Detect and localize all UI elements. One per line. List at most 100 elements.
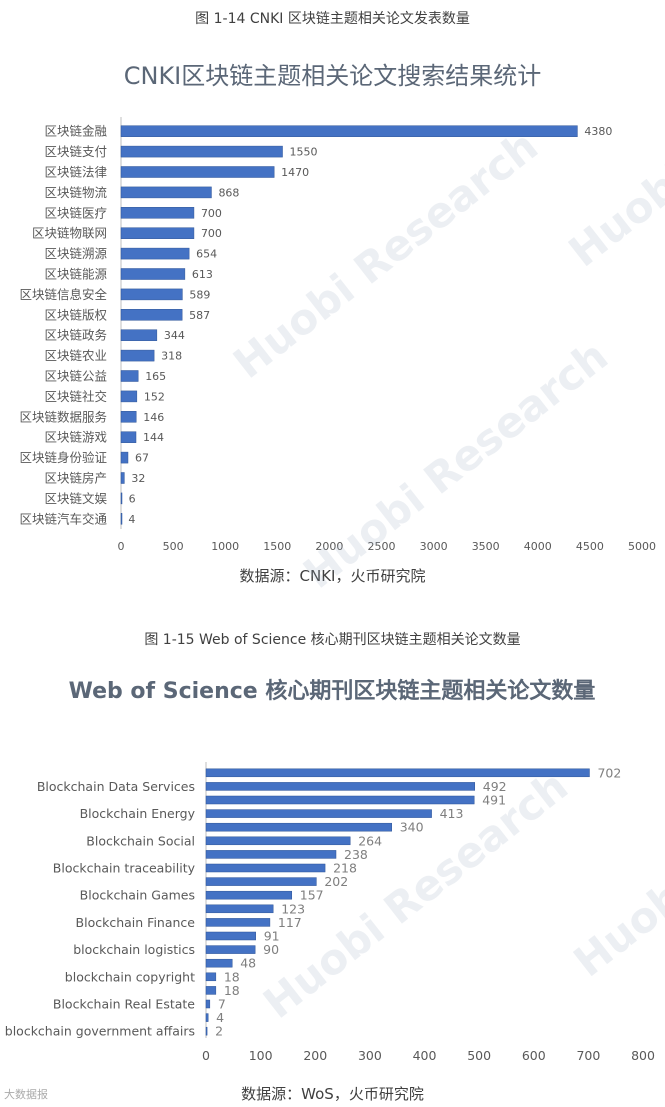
bar (120, 411, 137, 423)
x-tick-label: 0 (202, 1048, 210, 1063)
category-label: 区块链溯源 (44, 246, 107, 261)
bar (205, 890, 293, 900)
data-label: 868 (218, 186, 239, 199)
chart-title-wos: Web of Science 核心期刊区块链主题相关论文数量 (52, 676, 612, 708)
data-label: 1550 (290, 146, 318, 159)
data-label: 123 (281, 901, 305, 916)
data-label: 146 (143, 411, 164, 424)
bar (120, 227, 195, 239)
category-label: 区块链物流 (44, 185, 107, 200)
data-label: 67 (135, 452, 149, 465)
category-label: Blockchain Data Services (37, 779, 195, 794)
data-label: 2 (215, 1024, 223, 1039)
x-tick-label: 0 (118, 540, 125, 553)
category-label: 区块链农业 (44, 348, 107, 363)
bar (120, 329, 158, 341)
data-label: 318 (161, 350, 182, 363)
data-label: 587 (189, 309, 210, 322)
category-label: blockchain copyright (65, 969, 195, 984)
bar (120, 309, 183, 321)
category-label: Blockchain Finance (76, 915, 196, 930)
x-tick-label: 600 (522, 1048, 546, 1063)
data-label: 144 (143, 431, 164, 444)
bar (205, 809, 432, 818)
x-tick-label: 4000 (524, 540, 552, 553)
bar (120, 247, 190, 260)
data-label: 165 (145, 370, 166, 383)
category-label: 区块链医疗 (44, 205, 107, 220)
bar (120, 186, 212, 199)
category-label: 区块链物联网 (32, 226, 107, 241)
x-tick-label: 100 (249, 1048, 273, 1063)
bar (120, 166, 275, 178)
data-label: 48 (240, 956, 256, 971)
cnki-bar-chart: 区块链金融 4380 区块链支付 1550 区块链法律 1470 区块链物流 868 区块链医疗… (19, 117, 656, 553)
x-tick-label: 3000 (420, 540, 448, 553)
data-label: 4 (128, 513, 135, 526)
data-label: 238 (344, 847, 368, 862)
category-label: 区块链能源 (44, 267, 107, 282)
bar (120, 268, 186, 280)
data-label: 702 (597, 765, 621, 780)
category-label: 区块链政务 (44, 328, 107, 343)
category-label: blockchain government affairs (5, 1024, 195, 1039)
bar (120, 431, 137, 443)
bar (205, 836, 351, 846)
x-tick-label: 200 (303, 1048, 327, 1063)
category-label: 区块链支付 (44, 144, 107, 159)
x-tick-label: 500 (163, 540, 184, 553)
bar (205, 972, 217, 982)
data-label: 157 (300, 888, 324, 903)
data-label: 32 (131, 472, 145, 485)
data-label: 340 (400, 820, 424, 835)
category-label: Blockchain Games (80, 888, 195, 903)
data-label: 152 (144, 390, 165, 403)
category-label: 区块链汽车交通 (19, 511, 107, 526)
x-tick-label: 2500 (368, 540, 396, 553)
x-tick-label: 400 (413, 1048, 437, 1063)
data-label: 654 (196, 248, 217, 261)
x-tick-label: 1000 (211, 540, 239, 553)
data-label: 90 (263, 942, 279, 957)
category-label: 区块链数据服务 (19, 409, 107, 424)
category-label: blockchain logistics (73, 942, 195, 957)
x-tick-label: 3500 (472, 540, 500, 553)
figure-caption-1: 图 1-14 CNKI 区块链主题相关论文发表数量 (195, 11, 470, 27)
x-tick-label: 300 (358, 1048, 382, 1063)
category-label: 区块链文娱 (44, 491, 107, 506)
bar (205, 782, 476, 791)
bar (205, 863, 326, 873)
bar (205, 877, 317, 886)
source-note-1: 数据源：CNKI，火币研究院 (239, 567, 426, 585)
data-label: 18 (224, 969, 240, 984)
wos-bar-chart: 7024924914133402642382182021571231179190… (5, 762, 655, 1063)
x-tick-label: 4500 (576, 540, 604, 553)
bar (205, 768, 590, 778)
data-label: 344 (164, 329, 185, 342)
source-note-2: 数据源：WoS，火币研究院 (241, 1085, 424, 1103)
bar (120, 472, 125, 484)
data-label: 700 (201, 207, 222, 220)
bar (120, 349, 155, 362)
data-label: 491 (482, 793, 506, 808)
bar (120, 451, 129, 464)
category-label: 区块链版权 (44, 307, 107, 322)
category-label: 区块链游戏 (44, 430, 107, 445)
data-label: 589 (189, 288, 210, 301)
category-label: Blockchain Energy (80, 806, 196, 821)
category-label: 区块链公益 (44, 369, 107, 384)
bar (120, 513, 123, 525)
data-label: 18 (224, 983, 240, 998)
data-label: 6 (129, 492, 136, 505)
data-label: 202 (324, 874, 348, 889)
x-tick-label: 700 (576, 1048, 600, 1063)
data-label: 7 (218, 997, 226, 1012)
bar (205, 986, 217, 995)
category-label: 区块链法律 (44, 165, 107, 180)
category-label: Blockchain traceability (53, 861, 196, 876)
data-label: 413 (440, 806, 464, 821)
category-label: Blockchain Real Estate (53, 997, 195, 1012)
data-label: 492 (483, 779, 507, 794)
bar (205, 822, 392, 832)
chart-title-cnki: CNKI区块链主题相关论文搜索结果统计 (123, 62, 542, 90)
